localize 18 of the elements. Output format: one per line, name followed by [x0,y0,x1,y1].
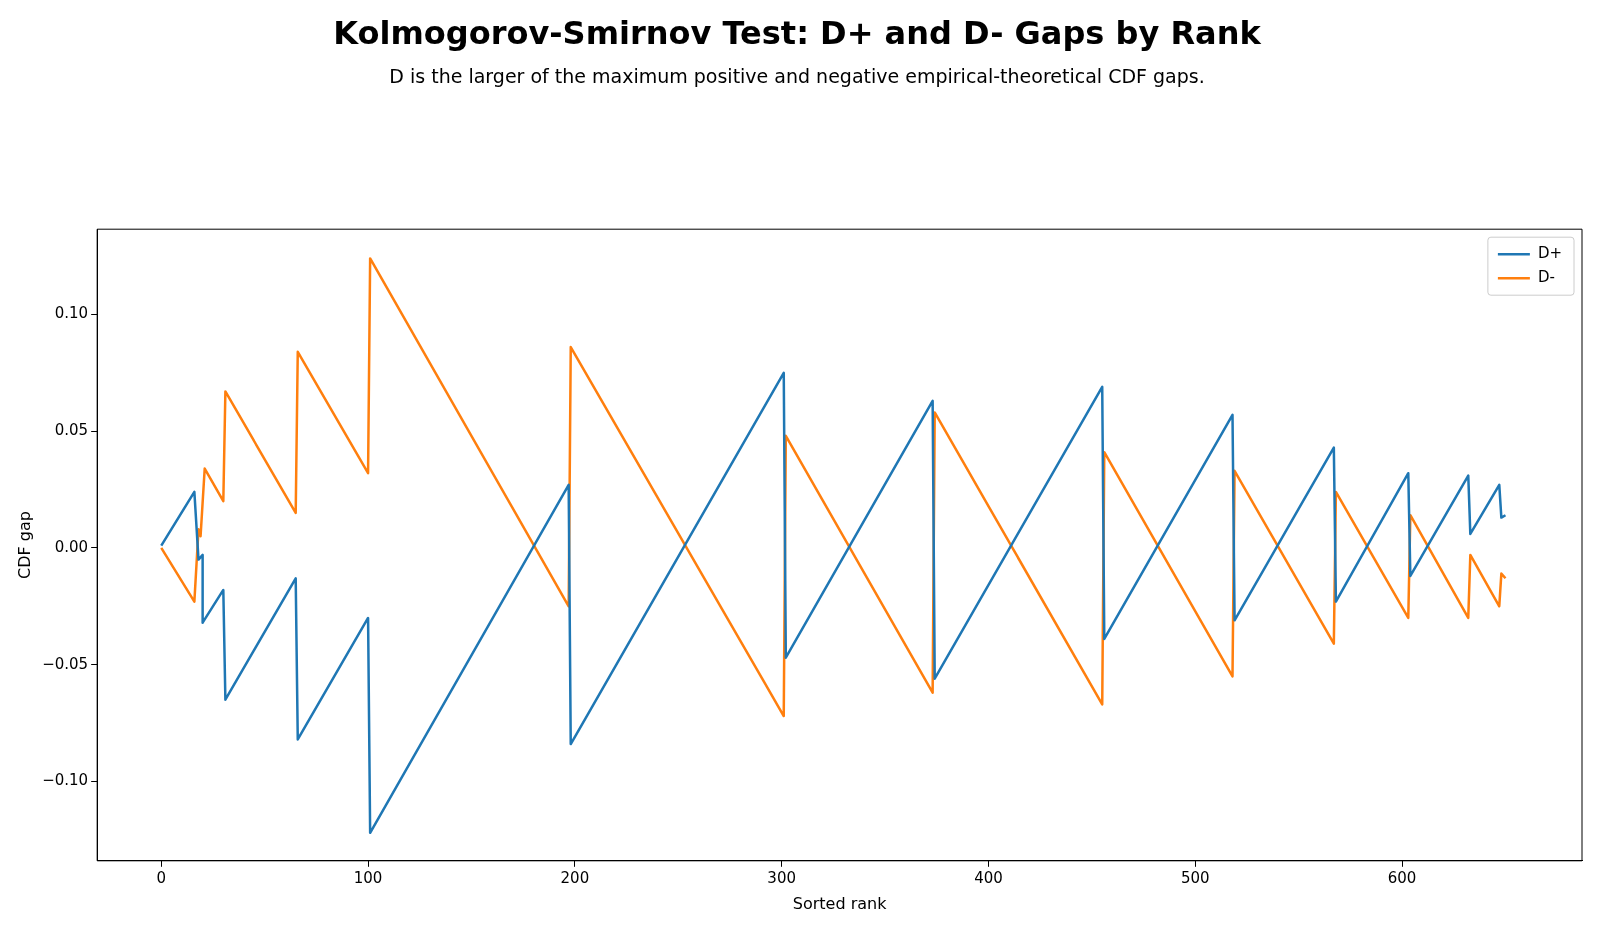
legend-label: D+ [1537,244,1563,263]
y-tick-label: −0.10 [42,771,89,790]
x-tick-label: 300 [767,868,796,887]
chart-subtitle: D is the larger of the maximum positive and negative empirical-theoretical CDF gaps. [389,64,1205,87]
y-tick-label: −0.05 [42,654,89,673]
x-tick-label: 500 [1180,868,1210,887]
x-axis-title: Sorted rank [792,893,888,913]
y-tick-label: 0.10 [54,304,89,323]
x-tick-label: 600 [1387,868,1417,887]
x-tick-label: 200 [560,868,590,887]
y-tick-label: 0.00 [54,537,89,556]
x-tick-label: 0 [156,868,167,887]
x-tick-label: 100 [353,868,383,887]
y-tick-label: 0.05 [54,421,89,440]
legend-label: D- [1537,268,1555,287]
x-tick-label: 400 [974,868,1003,887]
chart-title: Kolmogorov-Smirnov Test: D+ and D- Gaps by Rank [333,13,1262,52]
y-axis-title: CDF gap [14,511,34,579]
